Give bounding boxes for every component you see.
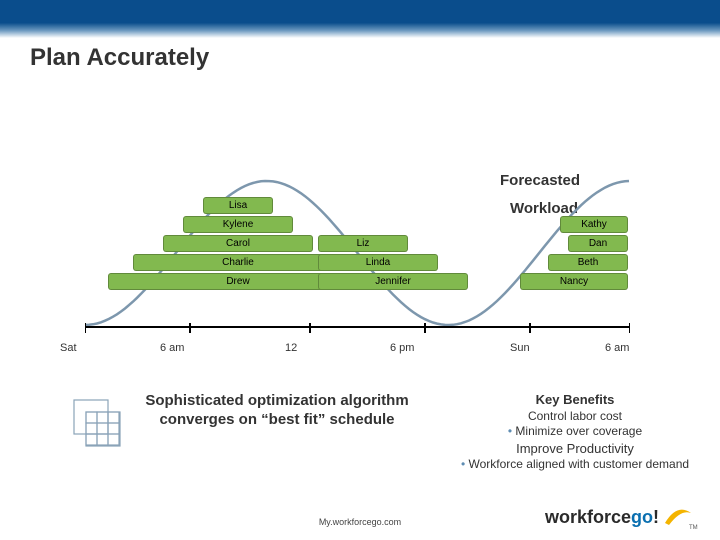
schedule-bar: Dan <box>568 235 628 252</box>
benefits-block: Key Benefits Control labor cost Minimize… <box>460 392 690 472</box>
brand-logo: workforcego! TM <box>545 507 695 537</box>
schedule-bar: Jennifer <box>318 273 468 290</box>
benefit-main-0: Control labor cost <box>460 409 690 423</box>
logo-tm: TM <box>689 525 698 531</box>
schedule-bar: Liz <box>318 235 408 252</box>
schedule-bar: Charlie <box>133 254 343 271</box>
logo-part2: go <box>631 507 653 527</box>
schedule-bar: Beth <box>548 254 628 271</box>
axis-label: Sat <box>60 342 77 354</box>
axis-label: 12 <box>285 342 297 354</box>
schedule-bar: Kathy <box>560 216 628 233</box>
axis-label: 6 pm <box>390 342 414 354</box>
logo-part1: workforce <box>545 507 631 527</box>
benefit-main-1: Improve Productivity <box>460 441 690 456</box>
header-band <box>0 0 720 38</box>
tagline-text: Sophisticated optimization algorithm con… <box>142 392 412 430</box>
schedule-bar: Carol <box>163 235 313 252</box>
workload-chart <box>85 167 630 337</box>
benefit-bullet-1: Workforce aligned with customer demand <box>460 457 690 471</box>
benefit-bullet-0: Minimize over coverage <box>460 424 690 438</box>
schedule-bar: Kylene <box>183 216 293 233</box>
schedule-bar: Nancy <box>520 273 628 290</box>
schedule-bar: Linda <box>318 254 438 271</box>
schedule-bar: Lisa <box>203 197 273 214</box>
axis-label: Sun <box>510 342 530 354</box>
slide-title: Plan Accurately <box>0 38 720 72</box>
benefits-heading: Key Benefits <box>460 392 690 407</box>
logo-excl: ! <box>653 507 659 527</box>
schedule-icon <box>70 392 125 447</box>
axis-label: 6 am <box>160 342 184 354</box>
axis-label: 6 am <box>605 342 629 354</box>
